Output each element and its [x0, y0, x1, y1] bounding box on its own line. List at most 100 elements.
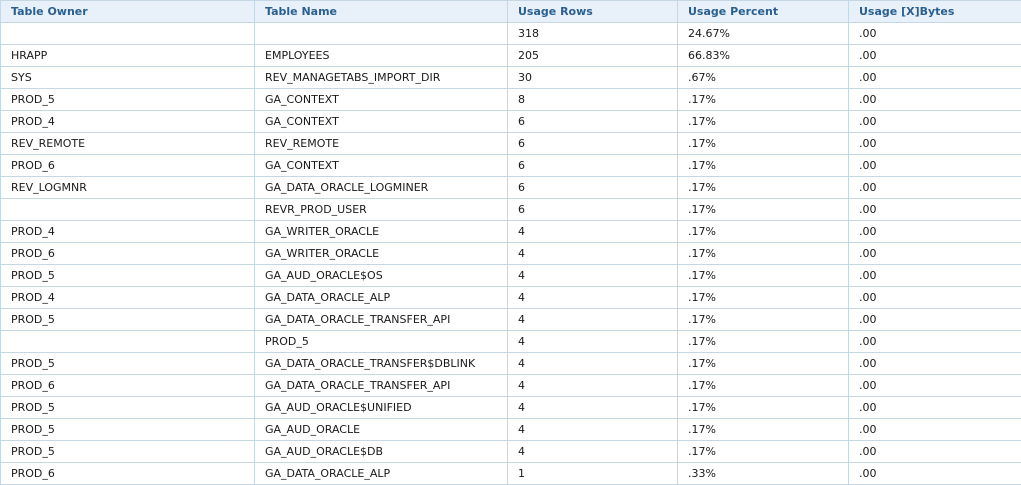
table-row[interactable]: PROD_5 GA_AUD_ORACLE$DB 4.17% .00: [0, 440, 1021, 463]
table-owner-cell: HRAPP: [0, 44, 255, 67]
table-owner-cell: SYS: [0, 66, 255, 89]
table-row[interactable]: PROD_5 GA_AUD_ORACLE$UNIFIED 4.17% .00: [0, 396, 1021, 419]
column-header-table-name[interactable]: Table Name: [254, 0, 508, 23]
table-row[interactable]: SYS REV_MANAGETABS_IMPORT_DIR 30.67% .00: [0, 66, 1021, 89]
usage-percent-cell: .17%: [677, 374, 849, 397]
table-row[interactable]: PROD_6 GA_DATA_ORACLE_TRANSFER_API 4.17% .0…: [0, 374, 1021, 397]
usage-percent-cell: .17%: [677, 176, 849, 199]
table-row[interactable]: PROD_5 GA_CONTEXT 8.17% .00: [0, 88, 1021, 111]
usage-rows-cell: 205: [507, 44, 678, 67]
table-owner-cell: PROD_6: [0, 462, 255, 485]
table-row[interactable]: 318 24.67% .00: [0, 22, 1021, 45]
column-header-usage-percent[interactable]: Usage Percent: [677, 0, 849, 23]
table-row[interactable]: PROD_4 GA_CONTEXT 6.17% .00: [0, 110, 1021, 133]
table-name-cell: REV_MANAGETABS_IMPORT_DIR: [254, 66, 508, 89]
column-header-usage-rows[interactable]: Usage Rows: [507, 0, 678, 23]
usage-rows-cell: 6: [507, 132, 678, 155]
table-row[interactable]: PROD_5 GA_AUD_ORACLE 4.17% .00: [0, 418, 1021, 441]
usage-rows-cell: 4: [507, 264, 678, 287]
usage-bytes-cell: .00: [848, 264, 1021, 287]
table-name-cell: REV_REMOTE: [254, 132, 508, 155]
table-owner-cell: PROD_4: [0, 220, 255, 243]
table-name-cell: GA_CONTEXT: [254, 154, 508, 177]
table-owner-cell: PROD_5: [0, 88, 255, 111]
table-name-cell: GA_DATA_ORACLE_ALP: [254, 462, 508, 485]
usage-bytes-cell: .00: [848, 440, 1021, 463]
usage-percent-cell: .67%: [677, 66, 849, 89]
usage-bytes-cell: .00: [848, 66, 1021, 89]
usage-percent-cell: .17%: [677, 396, 849, 419]
table-body: 318 24.67% .00 HRAPP EMPLOYEES 205 66.83% .00 SY…: [0, 22, 1021, 485]
table-name-cell: GA_WRITER_ORACLE: [254, 242, 508, 265]
table-owner-cell: [0, 330, 255, 353]
table-owner-cell: PROD_6: [0, 242, 255, 265]
table-name-cell: GA_CONTEXT: [254, 110, 508, 133]
table-row[interactable]: PROD_5 GA_DATA_ORACLE_TRANSFER_API 4.17% .0…: [0, 308, 1021, 331]
table-owner-cell: REV_LOGMNR: [0, 176, 255, 199]
column-header-table-owner[interactable]: Table Owner: [0, 0, 255, 23]
usage-bytes-cell: .00: [848, 242, 1021, 265]
table-name-cell: PROD_5: [254, 330, 508, 353]
usage-bytes-cell: .00: [848, 198, 1021, 221]
usage-percent-cell: .17%: [677, 220, 849, 243]
table-owner-cell: PROD_4: [0, 286, 255, 309]
usage-percent-cell: .17%: [677, 154, 849, 177]
table-row[interactable]: PROD_6 GA_WRITER_ORACLE 4.17% .00: [0, 242, 1021, 265]
table-name-cell: GA_WRITER_ORACLE: [254, 220, 508, 243]
table-row[interactable]: HRAPP EMPLOYEES 205 66.83% .00: [0, 44, 1021, 67]
usage-percent-cell: 24.67%: [677, 22, 849, 45]
usage-percent-cell: .17%: [677, 330, 849, 353]
table-name-cell: GA_CONTEXT: [254, 88, 508, 111]
table-row[interactable]: REVR_PROD_USER 6.17% .00: [0, 198, 1021, 221]
usage-bytes-cell: .00: [848, 462, 1021, 485]
table-row[interactable]: PROD_5 GA_DATA_ORACLE_TRANSFER$DBLINK 4.17…: [0, 352, 1021, 375]
table-row[interactable]: PROD_6 GA_CONTEXT 6.17% .00: [0, 154, 1021, 177]
table-row[interactable]: REV_LOGMNR GA_DATA_ORACLE_LOGMINER 6.17% .0…: [0, 176, 1021, 199]
table-name-cell: GA_DATA_ORACLE_TRANSFER_API: [254, 374, 508, 397]
usage-bytes-cell: .00: [848, 220, 1021, 243]
usage-bytes-cell: .00: [848, 110, 1021, 133]
table-row[interactable]: PROD_5 GA_AUD_ORACLE$OS 4.17% .00: [0, 264, 1021, 287]
usage-percent-cell: .33%: [677, 462, 849, 485]
table-row[interactable]: PROD_4 GA_DATA_ORACLE_ALP 4.17% .00: [0, 286, 1021, 309]
usage-rows-cell: 4: [507, 286, 678, 309]
usage-rows-cell: 4: [507, 374, 678, 397]
table-row[interactable]: PROD_4 GA_WRITER_ORACLE 4.17% .00: [0, 220, 1021, 243]
table-name-cell: GA_DATA_ORACLE_ALP: [254, 286, 508, 309]
table-name-cell: REVR_PROD_USER: [254, 198, 508, 221]
usage-percent-cell: .17%: [677, 110, 849, 133]
table-name-cell: GA_AUD_ORACLE$DB: [254, 440, 508, 463]
usage-rows-cell: 4: [507, 220, 678, 243]
table-owner-cell: PROD_5: [0, 264, 255, 287]
usage-bytes-cell: .00: [848, 396, 1021, 419]
usage-percent-cell: .17%: [677, 352, 849, 375]
usage-percent-cell: .17%: [677, 242, 849, 265]
usage-rows-cell: 6: [507, 154, 678, 177]
table-row[interactable]: REV_REMOTE REV_REMOTE 6.17% .00: [0, 132, 1021, 155]
usage-rows-cell: 6: [507, 198, 678, 221]
table-row[interactable]: PROD_5 4.17% .00: [0, 330, 1021, 353]
usage-bytes-cell: .00: [848, 352, 1021, 375]
usage-percent-cell: .17%: [677, 264, 849, 287]
usage-rows-cell: 4: [507, 242, 678, 265]
usage-percent-cell: .17%: [677, 440, 849, 463]
table-row[interactable]: PROD_6 GA_DATA_ORACLE_ALP 1.33% .00: [0, 462, 1021, 485]
usage-rows-cell: 4: [507, 330, 678, 353]
usage-bytes-cell: .00: [848, 132, 1021, 155]
usage-bytes-cell: .00: [848, 286, 1021, 309]
usage-bytes-cell: .00: [848, 88, 1021, 111]
table-name-cell: GA_DATA_ORACLE_TRANSFER$DBLINK: [254, 352, 508, 375]
usage-bytes-cell: .00: [848, 176, 1021, 199]
usage-rows-cell: 30: [507, 66, 678, 89]
usage-rows-cell: 8: [507, 88, 678, 111]
column-header-usage-bytes[interactable]: Usage [X]Bytes: [848, 0, 1021, 23]
usage-percent-cell: 66.83%: [677, 44, 849, 67]
table-name-cell: GA_DATA_ORACLE_LOGMINER: [254, 176, 508, 199]
table-name-cell: [254, 22, 508, 45]
usage-bytes-cell: .00: [848, 22, 1021, 45]
table-owner-cell: PROD_6: [0, 374, 255, 397]
table-owner-cell: PROD_5: [0, 352, 255, 375]
usage-bytes-cell: .00: [848, 154, 1021, 177]
table-owner-cell: [0, 198, 255, 221]
